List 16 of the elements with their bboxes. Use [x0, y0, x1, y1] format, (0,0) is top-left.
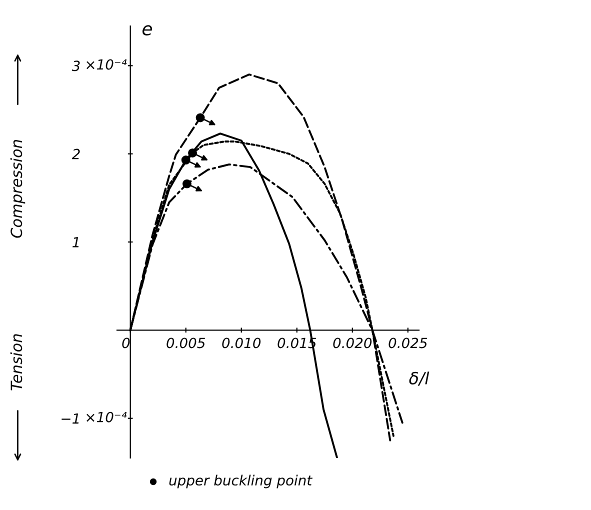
annotation: ×10⁻⁴: [86, 412, 127, 422]
text: Tension: [10, 334, 22, 390]
y-tick-label: 2: [72, 148, 80, 160]
y-tick-label: 1: [72, 237, 79, 248]
x-tick-label: 0.025: [388, 338, 428, 348]
y-tick-label: −1: [62, 413, 79, 424]
annotation: ×10⁻⁴: [86, 59, 127, 70]
x-tick-label: 0.005: [166, 338, 205, 348]
x-tick-label: 0.020: [333, 338, 372, 348]
legend-label: upper buckling point: [169, 474, 313, 488]
x-axis-title: δ/l: [409, 372, 430, 386]
x-tick-label: 0.010: [222, 338, 261, 348]
y-axis-title: e: [142, 25, 152, 36]
y-tick-label: 3: [72, 60, 80, 72]
x-tick-label: 0: [122, 338, 130, 348]
text: Compression: [10, 140, 26, 238]
